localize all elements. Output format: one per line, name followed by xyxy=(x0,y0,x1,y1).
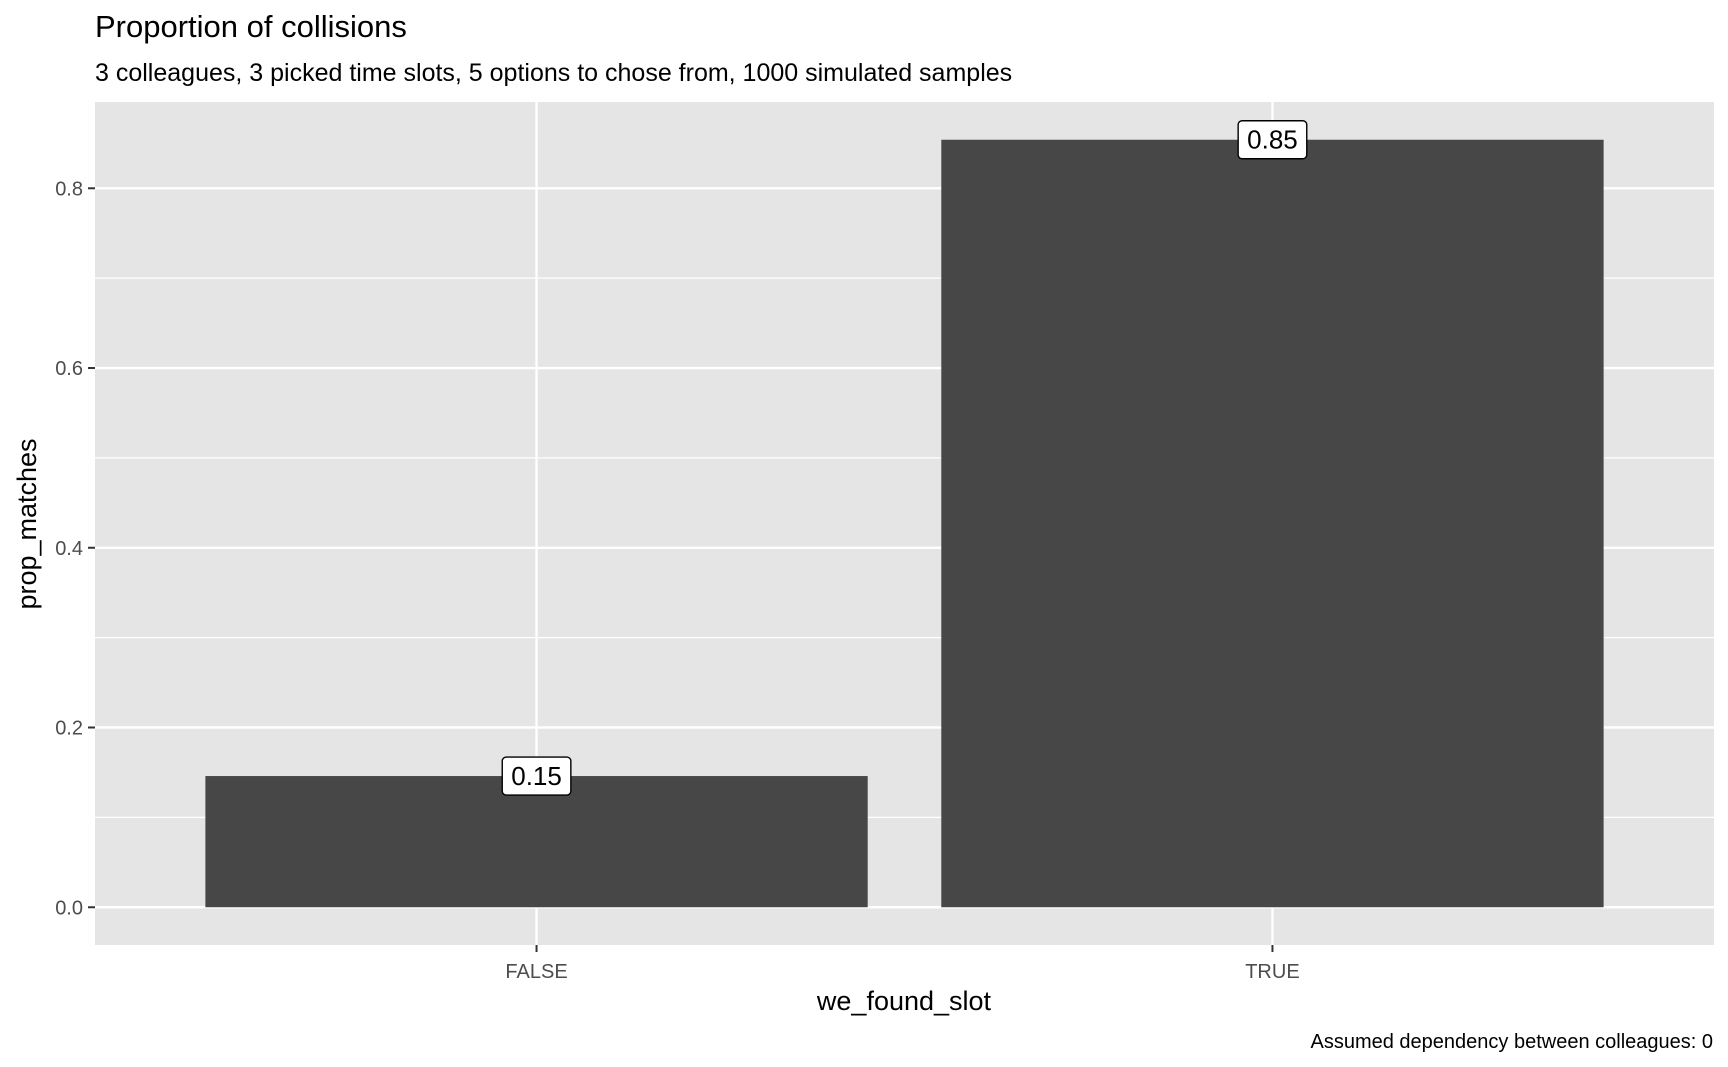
y-tick-label: 0.2 xyxy=(55,718,83,740)
chart-caption: Assumed dependency between colleagues: 0 xyxy=(1311,1031,1714,1053)
y-tick-label: 0.6 xyxy=(55,358,83,380)
y-axis: 0.0 0.2 0.4 0.6 0.8 xyxy=(55,178,95,919)
bars xyxy=(205,139,1604,908)
x-axis-title: we_found_slot xyxy=(816,986,992,1016)
x-axis: FALSE TRUE xyxy=(505,945,1300,983)
bar-false xyxy=(205,776,868,908)
chart-subtitle: 3 colleagues, 3 picked time slots, 5 opt… xyxy=(95,59,1012,87)
data-label-text: 0.15 xyxy=(511,761,562,791)
data-label-text: 0.85 xyxy=(1247,125,1298,155)
data-label: 0.15 xyxy=(501,756,572,796)
data-label-box xyxy=(501,756,572,796)
chart-title: Proportion of collisions xyxy=(95,9,407,44)
y-tick-label: 0.4 xyxy=(55,538,83,560)
data-label: 0.85 xyxy=(1237,120,1308,160)
y-tick-label: 0.8 xyxy=(55,178,83,200)
y-axis-title: prop_matches xyxy=(12,438,42,609)
data-labels: 0.15 0.85 xyxy=(501,120,1308,796)
bar-true xyxy=(941,139,1604,908)
x-tick-label: FALSE xyxy=(505,961,567,983)
data-label-box xyxy=(1237,120,1308,160)
x-tick-label: TRUE xyxy=(1245,961,1299,983)
y-tick-label: 0.0 xyxy=(55,897,83,919)
